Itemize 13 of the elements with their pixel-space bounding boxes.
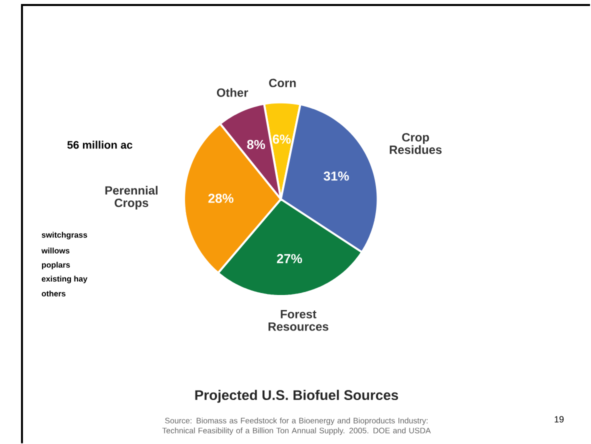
data-label: 31% — [324, 171, 349, 181]
data-label: 8% — [247, 140, 266, 149]
slice-label: Forest Resources — [268, 310, 328, 331]
slice-label: Perennial Crops — [105, 186, 158, 210]
text: 56 million ac — [67, 140, 132, 149]
data-label: 28% — [208, 194, 234, 203]
text: 19 — [554, 416, 564, 422]
data-label: 6% — [272, 134, 291, 144]
slice-label: Other — [216, 88, 248, 97]
data-label: 27% — [276, 254, 302, 264]
slice-label: Corn — [269, 78, 296, 88]
text: Projected U.S. Biofuel Sources — [195, 390, 398, 403]
slice-label: Crop Residues — [390, 132, 442, 154]
